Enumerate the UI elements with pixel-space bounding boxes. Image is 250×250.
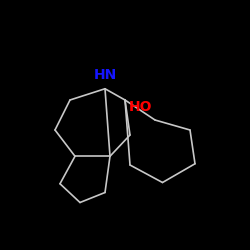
Text: HO: HO [128, 100, 152, 114]
Text: HN: HN [94, 68, 116, 82]
